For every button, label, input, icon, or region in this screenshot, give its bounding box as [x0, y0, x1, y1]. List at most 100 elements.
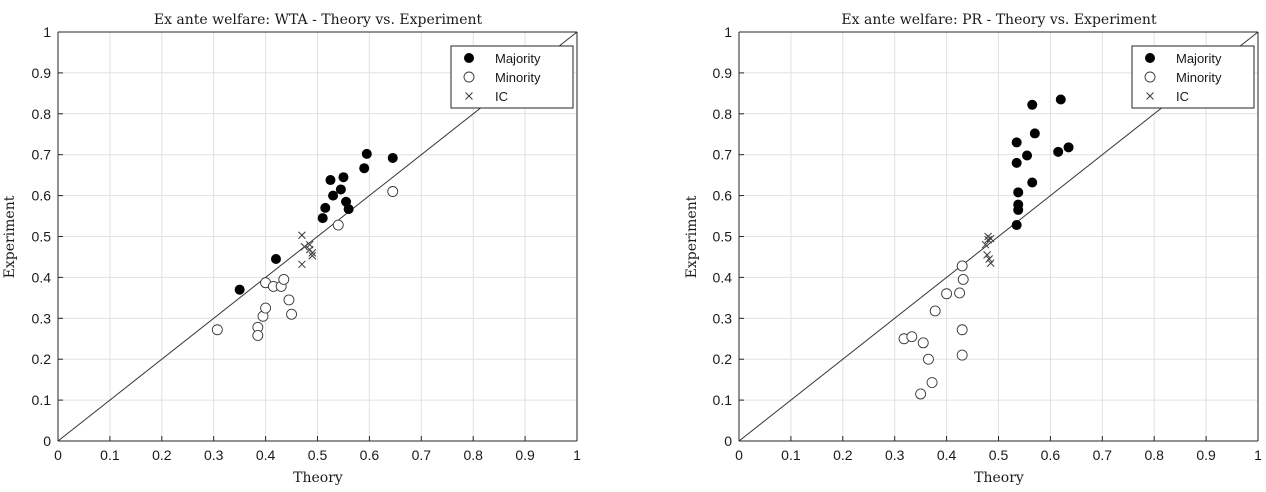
- x-tick-label: 0.3: [885, 447, 905, 463]
- data-point-minority: [922, 353, 934, 365]
- data-point-ic: [986, 259, 995, 267]
- legend-marker-minority: [1144, 71, 1156, 83]
- data-point-ic: [981, 240, 990, 249]
- cross-stroke: [300, 242, 309, 251]
- data-point-ic: [298, 260, 306, 269]
- cross-stroke: [465, 92, 473, 100]
- data-point-majority: [338, 172, 349, 183]
- x-tick-label: 1: [573, 447, 581, 463]
- data-point-majority: [1013, 187, 1024, 198]
- y-tick-label: 0.9: [32, 65, 52, 81]
- y-tick-label: 0.4: [32, 269, 52, 285]
- data-point-majority: [343, 204, 354, 215]
- x-tick-label: 0.2: [152, 447, 172, 463]
- x-tick-label: 0.6: [1041, 447, 1061, 463]
- y-tick-label: 1: [43, 24, 51, 40]
- y-tick-label: 0.9: [713, 65, 733, 81]
- y-tick-label: 0.2: [32, 351, 52, 367]
- y-tick-label: 0.3: [713, 310, 733, 326]
- data-point-ic: [300, 242, 309, 251]
- series-minority: [211, 186, 399, 341]
- data-point-minority: [926, 377, 938, 388]
- pr-scatter-panel: Ex ante welfare: PR - Theory vs. Experim…: [684, 12, 1262, 486]
- x-tick-label: 0: [54, 447, 62, 463]
- data-point-majority: [234, 284, 245, 295]
- y-tick-label: 0.5: [32, 229, 52, 245]
- x-tick-label: 0.9: [1196, 447, 1216, 463]
- data-point-minority: [956, 324, 968, 336]
- legend: Majority Minority IC: [450, 45, 574, 109]
- y-tick-label: 0.5: [713, 229, 733, 245]
- x-tick-label: 0.7: [1093, 447, 1113, 463]
- y-tick-label: 0.3: [32, 310, 52, 326]
- cross-stroke: [983, 251, 991, 259]
- data-point-minority: [332, 219, 344, 231]
- data-point-majority: [1011, 220, 1022, 231]
- data-point-majority: [1011, 157, 1022, 168]
- data-point-majority: [359, 163, 370, 174]
- data-point-minority: [286, 308, 297, 320]
- data-point-ic: [305, 240, 314, 249]
- data-point-minority: [260, 302, 272, 314]
- legend-marker-majority: [1145, 53, 1155, 63]
- x-tick-label: 0.4: [256, 447, 276, 463]
- x-axis-label: Theory: [974, 470, 1024, 486]
- legend-label: Majority: [495, 51, 541, 66]
- data-point-minority: [211, 324, 223, 336]
- x-tick-label: 0.3: [204, 447, 224, 463]
- data-point-majority: [1027, 99, 1038, 110]
- y-tick-label: 1: [724, 24, 732, 40]
- cross-stroke: [984, 235, 992, 244]
- y-tick-label: 0: [724, 433, 732, 449]
- data-point-majority: [1027, 177, 1038, 188]
- data-point-majority: [361, 148, 372, 159]
- cross-stroke: [308, 249, 317, 257]
- x-tick-label: 0.5: [308, 447, 328, 463]
- data-point-majority: [1011, 137, 1022, 148]
- y-tick-label: 0.1: [32, 392, 52, 408]
- data-point-ic: [985, 255, 994, 263]
- data-point-ic: [308, 251, 317, 260]
- x-tick-label: 0.4: [937, 447, 957, 463]
- data-point-majority: [1063, 142, 1074, 153]
- y-tick-label: 0.4: [713, 269, 733, 285]
- x-tick-label: 1: [1254, 447, 1262, 463]
- y-tick-label: 0: [43, 433, 51, 449]
- x-tick-label: 0.8: [1144, 447, 1164, 463]
- legend-label: Minority: [1176, 70, 1222, 85]
- cross-stroke: [986, 259, 995, 267]
- y-axis-label: Experiment: [2, 195, 18, 278]
- cross-stroke: [981, 240, 990, 249]
- y-tick-label: 0.8: [32, 106, 52, 122]
- data-point-ic: [986, 234, 995, 243]
- data-point-minority: [387, 186, 399, 197]
- data-point-minority: [252, 330, 264, 341]
- x-tick-label: 0.8: [463, 447, 483, 463]
- x-tick-label: 0.7: [412, 447, 432, 463]
- data-point-majority: [387, 152, 398, 163]
- data-point-minority: [915, 388, 927, 400]
- data-point-majority: [325, 175, 336, 186]
- y-tick-label: 0.1: [713, 392, 733, 408]
- data-point-majority: [328, 190, 339, 201]
- data-point-majority: [320, 202, 331, 213]
- x-tick-label: 0.1: [100, 447, 120, 463]
- data-point-majority: [1013, 199, 1024, 210]
- data-point-ic: [298, 231, 306, 240]
- series-ic: [981, 232, 995, 267]
- data-point-majority: [1029, 128, 1040, 139]
- y-axis-label: Experiment: [684, 195, 700, 278]
- x-axis-label: Theory: [293, 470, 343, 486]
- series-majority: [234, 148, 398, 295]
- legend-marker-ic: [465, 92, 473, 100]
- legend-marker-ic: [1146, 92, 1154, 100]
- cross-stroke: [985, 255, 994, 263]
- legend: Majority Minority IC: [1131, 45, 1255, 109]
- x-tick-label: 0.9: [515, 447, 535, 463]
- data-point-minority: [941, 288, 953, 300]
- y-tick-label: 0.2: [713, 351, 733, 367]
- chart-title: Ex ante welfare: WTA - Theory vs. Experi…: [154, 12, 483, 28]
- series-ic: [298, 231, 317, 269]
- data-point-majority: [335, 184, 346, 195]
